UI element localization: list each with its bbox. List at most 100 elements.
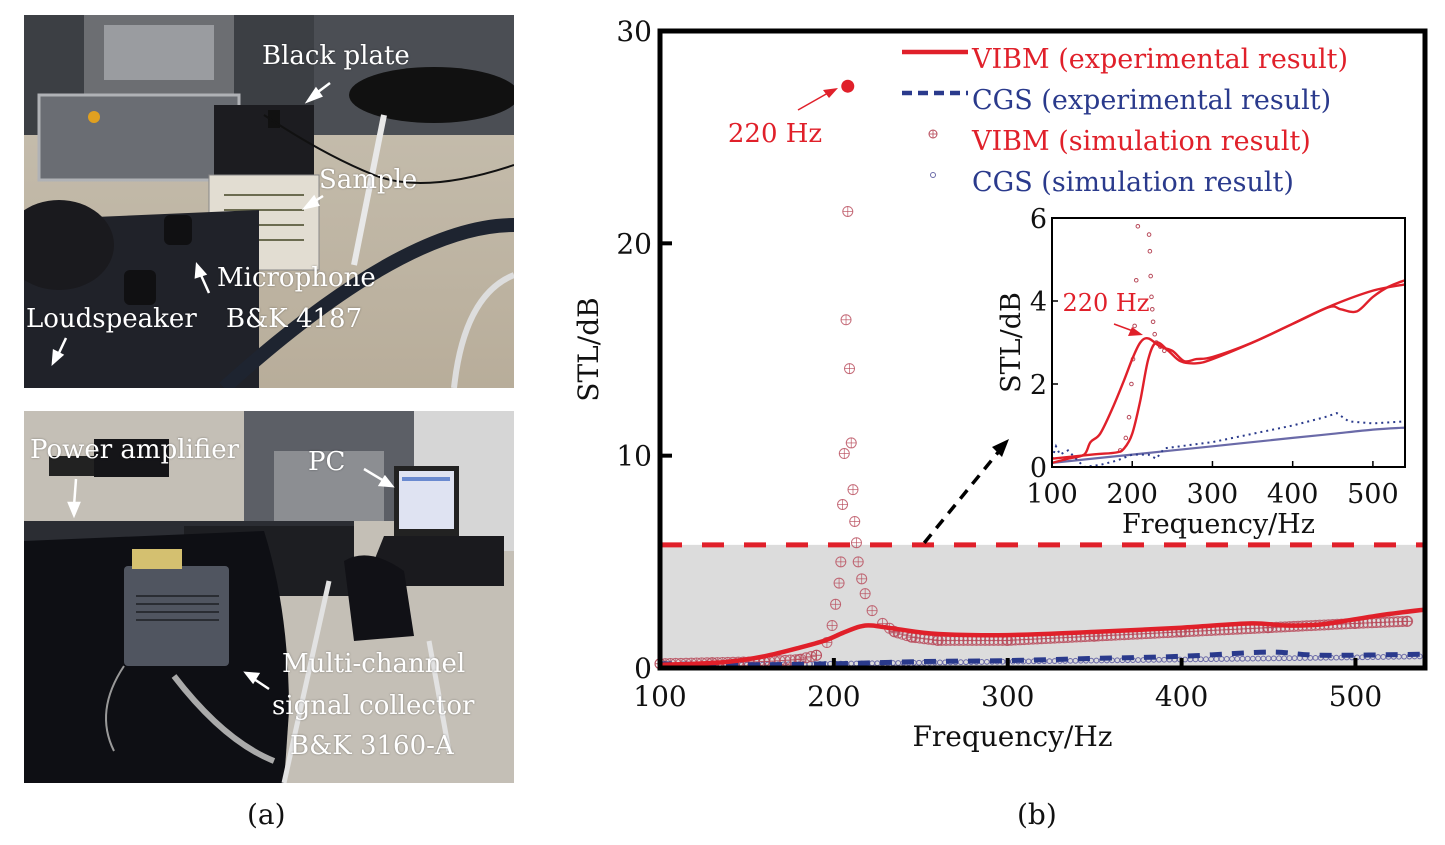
vibm-simulation-marker <box>1266 621 1278 633</box>
cgs-simulation-marker <box>1401 653 1408 660</box>
vibm-simulation-marker-circle <box>923 633 935 645</box>
vibm-simulation-marker <box>1157 627 1169 639</box>
cgs-simulation-marker <box>702 662 709 669</box>
vibm-simulation-marker-circle <box>966 634 978 646</box>
zoom-pointer-arrowhead <box>992 439 1009 457</box>
vibm-simulation-marker <box>1075 631 1087 643</box>
vibm-simulation-marker-circle <box>1323 619 1335 631</box>
vibm-simulation-marker-circle <box>1001 634 1013 646</box>
cgs-simulation-marker <box>1187 656 1194 663</box>
vibm-simulation-marker-circle <box>1066 631 1078 643</box>
cgs-simulation-marker <box>832 660 839 667</box>
x-tick-label: 200 <box>807 680 860 713</box>
vibm-simulation-marker-circle <box>918 633 930 645</box>
vibm-simulation-marker <box>1349 617 1361 629</box>
vibm-simulation-marker <box>1089 630 1101 642</box>
vibm-simulation-marker-circle <box>927 634 939 646</box>
cgs-simulation-marker <box>817 661 823 667</box>
cgs-simulation-marker <box>1343 654 1350 661</box>
vibm-simulation-marker-circle <box>1383 616 1395 628</box>
cgs-simulation-marker <box>660 662 667 669</box>
vibm-simulation-marker-circle <box>810 649 822 661</box>
cgs-simulation-marker <box>1291 655 1298 662</box>
vibm-simulation-marker-circle <box>975 634 987 646</box>
vibm-simulation-marker <box>1140 628 1152 640</box>
vibm-simulation-marker-circle <box>1214 624 1226 636</box>
vibm-simulation-marker <box>983 634 995 646</box>
vibm-simulation-marker <box>1005 634 1017 646</box>
cgs-simulation-marker <box>1255 655 1261 662</box>
vibm-simulation-marker-circle <box>784 654 796 666</box>
cgs-simulation-marker <box>1385 653 1392 660</box>
cgs-simulation-marker <box>1296 655 1303 661</box>
vibm-simulation-marker <box>962 634 974 646</box>
vibm-simulation-marker <box>727 656 739 668</box>
vibm-simulation-marker <box>988 634 1000 646</box>
legend-swatch-cgs-simulation <box>930 172 936 178</box>
vibm-simulation-marker-circle <box>833 577 845 589</box>
cgs-simulation-marker <box>728 662 735 668</box>
cgs-simulation-marker <box>957 659 964 666</box>
vibm-simulation-marker <box>1349 617 1361 629</box>
vibm-simulation-marker-circle <box>1262 622 1274 634</box>
vibm-simulation-marker <box>931 634 943 646</box>
cgs-simulation-marker <box>837 660 844 667</box>
vibm-simulation-marker <box>1062 631 1074 643</box>
inset-vibm-simulation-marker <box>1148 273 1153 279</box>
cgs-simulation-marker <box>754 661 761 668</box>
vibm-simulation-marker <box>837 499 849 511</box>
vibm-simulation-marker-circle <box>844 363 856 375</box>
label-power-amplifier: Power amplifier <box>30 435 240 465</box>
vibm-simulation-marker-circle <box>732 656 744 668</box>
cgs-simulation-marker <box>738 661 745 668</box>
vibm-simulation-marker <box>847 484 859 496</box>
vibm-simulation-marker <box>1292 620 1304 632</box>
cgs-simulation-marker <box>973 659 980 665</box>
vibm-simulation-marker-circle <box>1192 625 1204 637</box>
vibm-simulation-marker <box>1096 630 1108 642</box>
vibm-simulation-marker-circle <box>835 556 847 568</box>
vibm-simulation-marker <box>1036 633 1048 645</box>
vibm-simulation-marker <box>966 634 978 646</box>
cgs-simulation-marker <box>1166 656 1173 663</box>
vibm-simulation-marker <box>1044 632 1056 644</box>
vibm-simulation-marker <box>1057 632 1069 644</box>
vibm-simulation-marker-circle <box>795 653 807 665</box>
cgs-simulation-marker <box>1307 655 1314 661</box>
y-tick-label: 20 <box>616 227 652 260</box>
inset-y-tick-label: 2 <box>1030 370 1047 401</box>
vibm-simulation-marker-circle <box>877 617 889 629</box>
vibm-simulation-marker <box>970 634 982 646</box>
legend-entry-0: VIBM (experimental result) <box>971 44 1348 75</box>
vibm-simulation-marker-circle <box>914 632 926 644</box>
vibm-simulation-marker-circle <box>1344 618 1356 630</box>
vibm-simulation-marker <box>1383 616 1395 628</box>
vibm-simulation-marker <box>1131 628 1143 640</box>
inset-vibm-simulation-marker <box>1146 232 1152 237</box>
vibm-simulation-marker-circle <box>889 626 901 638</box>
vibm-simulation-marker <box>1288 620 1300 632</box>
vibm-simulation-marker <box>1263 622 1275 634</box>
vibm-simulation-marker-circle <box>901 630 913 642</box>
inset-x-tick-label: 100 <box>1026 479 1078 510</box>
vibm-simulation-marker <box>722 656 734 668</box>
y-tick-label: 10 <box>616 440 652 473</box>
vibm-simulation-marker-circle <box>1101 630 1113 642</box>
vibm-simulation-marker <box>748 656 760 668</box>
inset-peak-annotation-arrowhead <box>1128 327 1143 336</box>
vibm-simulation-marker-circle <box>932 634 944 646</box>
cgs-simulation-marker <box>1208 656 1215 663</box>
vibm-simulation-marker <box>795 653 807 665</box>
cgs-simulation-marker <box>1197 656 1204 663</box>
vibm-simulation-marker-circle <box>1079 631 1091 643</box>
vibm-simulation-marker <box>774 655 786 667</box>
cgs-simulation-marker <box>1083 657 1089 664</box>
vibm-simulation-marker <box>1218 624 1230 636</box>
vibm-simulation-marker-circle <box>1075 631 1087 643</box>
vibm-simulation-marker <box>1166 626 1178 638</box>
vibm-simulation-marker <box>1336 618 1348 630</box>
cgs-simulation-marker <box>770 661 776 668</box>
vibm-simulation-marker <box>838 448 850 460</box>
vibm-simulation-marker-circle <box>1110 629 1122 641</box>
label-sample: Sample <box>319 165 418 195</box>
